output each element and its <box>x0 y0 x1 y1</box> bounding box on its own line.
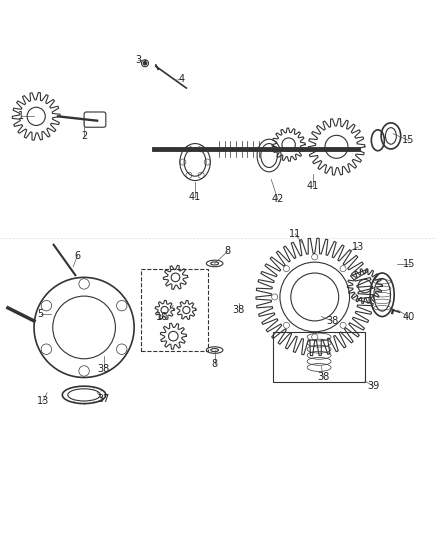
Text: 38: 38 <box>233 305 245 315</box>
Text: 6: 6 <box>74 251 81 261</box>
Text: 15: 15 <box>403 260 416 269</box>
Text: 2: 2 <box>81 131 87 141</box>
Text: 38: 38 <box>317 373 329 383</box>
Text: 40: 40 <box>402 312 414 321</box>
Text: 5: 5 <box>37 309 44 319</box>
Text: 4: 4 <box>179 75 185 84</box>
Text: 41: 41 <box>307 181 319 191</box>
Text: 15: 15 <box>402 135 414 146</box>
Text: 8: 8 <box>225 246 231 256</box>
Text: 42: 42 <box>272 194 284 204</box>
FancyBboxPatch shape <box>84 112 106 127</box>
Text: 37: 37 <box>98 394 110 404</box>
Text: 10: 10 <box>156 312 169 321</box>
Text: 38: 38 <box>98 364 110 374</box>
Bar <box>141 269 208 351</box>
Text: 1: 1 <box>18 111 24 122</box>
Text: 3: 3 <box>135 55 141 65</box>
Bar <box>273 332 365 382</box>
Text: 39: 39 <box>367 381 380 391</box>
Text: 13: 13 <box>352 242 364 252</box>
Text: 13: 13 <box>37 397 49 407</box>
Circle shape <box>143 61 147 65</box>
Text: 8: 8 <box>212 359 218 369</box>
Text: 38: 38 <box>326 316 338 326</box>
Text: 41: 41 <box>189 192 201 202</box>
Text: 11: 11 <box>289 229 301 239</box>
